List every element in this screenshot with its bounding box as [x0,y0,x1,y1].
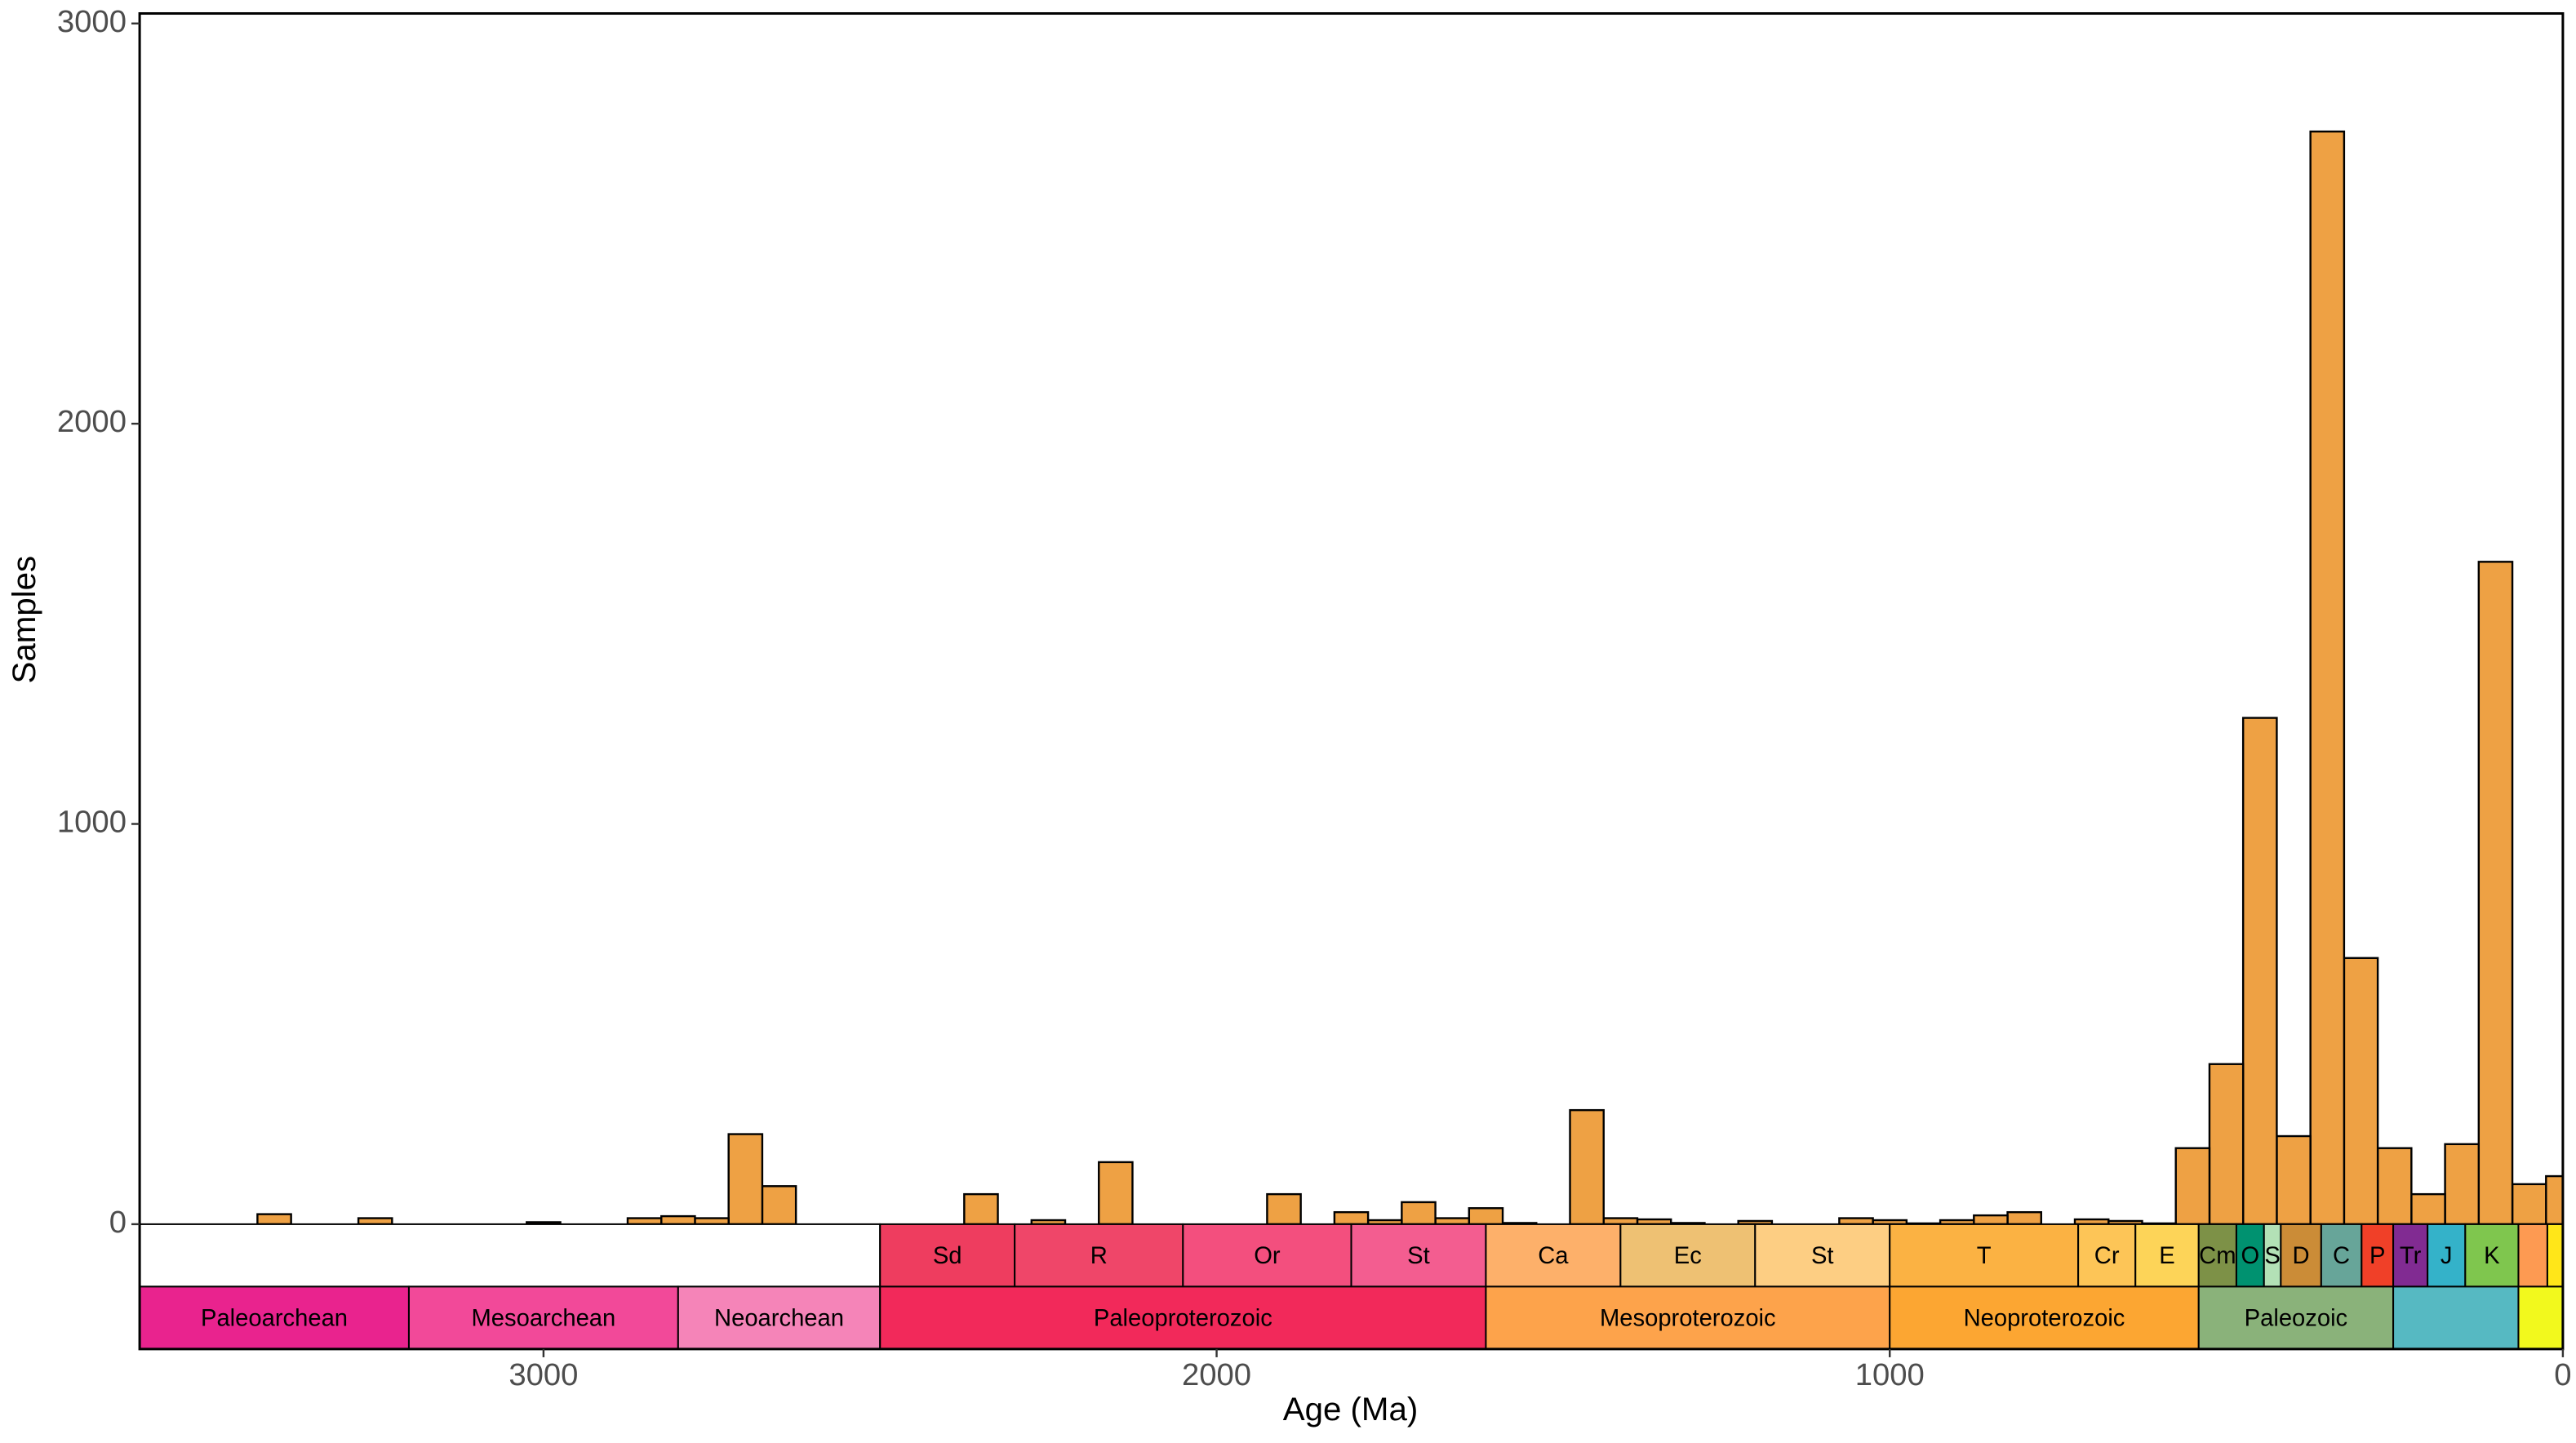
bar [2208,1063,2245,1226]
bar [2444,1143,2481,1226]
bar [2343,957,2379,1226]
timescale-band [2517,1223,2548,1288]
bar [2006,1210,2042,1226]
timescale-band [1889,1285,2200,1349]
timescale-band [1182,1223,1352,1288]
bar [1838,1217,1874,1226]
bar [2276,1134,2312,1226]
timescale-band [2546,1223,2563,1288]
bar [694,1217,730,1226]
timescale-band [2197,1285,2395,1349]
timescale-label: S [2264,1243,2280,1269]
bar [660,1214,696,1226]
timescale-label: Ec [1674,1243,1702,1269]
plot-area: Sd R Or St Ca Ec St T Cr E Cm O S D C P Tr J K Paleoarchean… [140,130,2563,1349]
bar [1973,1214,2009,1226]
y-tick-label: 3000 [57,4,127,39]
timescale-label: St [1811,1243,1834,1269]
bar [1569,1108,1605,1226]
timescale-label: Cm [2199,1243,2236,1269]
bar [1266,1192,1302,1226]
timescale-label: T [1977,1243,1992,1269]
bar [1434,1217,1471,1226]
timescale-label: Neoproterozoic [1964,1305,2125,1331]
timescale-label: Paleoproterozoic [1094,1305,1272,1331]
timescale-band [2197,1223,2237,1288]
timescale-label: P [2369,1243,2385,1269]
timescale-label: Ca [1538,1243,1569,1269]
timescale-label: D [2293,1243,2310,1269]
timescale-band [2392,1223,2429,1288]
timescale-band [2280,1223,2322,1288]
timescale-band [1485,1285,1891,1349]
bar [2477,561,2514,1226]
bar [1468,1207,1504,1226]
timescale-band [407,1285,679,1349]
timescale-band [2320,1223,2363,1288]
timescale-band [1754,1223,1891,1288]
timescale-band [2517,1285,2563,1349]
timescale-band [140,1285,410,1349]
bar [2174,1147,2211,1226]
timescale-band [879,1223,1016,1288]
bar [2376,1147,2413,1226]
timescale-band [2235,1223,2265,1288]
timescale-label: J [2441,1243,2453,1269]
timescale-label: R [1090,1243,1108,1269]
timescale-blank [140,1223,882,1288]
timescale-band [1485,1223,1622,1288]
timescale-label: E [2159,1243,2174,1269]
bar [761,1185,797,1226]
bar [1401,1201,1437,1226]
bar [1602,1217,1639,1226]
timescale-label: Neoarchean [714,1305,844,1331]
bar [357,1217,393,1226]
timescale-label: Or [1254,1243,1281,1269]
bar [2545,1174,2563,1226]
x-tick-label: 1000 [1855,1357,1925,1392]
timescale-band [2077,1223,2137,1288]
timescale-band [2392,1285,2520,1349]
y-tick-label: 2000 [57,404,127,439]
timescale-band [2464,1223,2520,1288]
timescale-label: K [2484,1243,2500,1269]
bar [727,1133,764,1226]
y-tick-label: 0 [109,1205,127,1240]
bar [2511,1183,2547,1226]
x-tick-label: 0 [2554,1357,2571,1392]
x-tick-label: 3000 [509,1357,578,1392]
timescale-band [677,1285,882,1349]
timescale-label: Tr [2400,1243,2422,1269]
bar [626,1217,663,1226]
bar [2241,717,2278,1226]
timescale-label: Mesoproterozoic [1600,1305,1776,1331]
bar [2309,130,2346,1226]
timescale-label: Mesoarchean [472,1305,616,1331]
timescale-label: Paleoarchean [201,1305,348,1331]
timescale-label: St [1407,1243,1430,1269]
timescale-label: Cr [2094,1243,2120,1269]
bar [1333,1210,1370,1226]
bar [256,1213,292,1226]
x-tick-label: 2000 [1182,1357,1251,1392]
bar [1098,1161,1134,1226]
timescale-label: O [2241,1243,2259,1269]
timescale-label: Paleozoic [2245,1305,2347,1331]
timescale-band [879,1285,1487,1349]
bar [963,1192,999,1226]
timescale-label: Sd [933,1243,962,1269]
y-tick-label: 1000 [57,805,127,840]
timescale-label: C [2333,1243,2350,1269]
x-axis-title: Age (Ma) [1283,1391,1419,1427]
y-axis-title: Samples [6,556,42,684]
panel-border [138,11,2565,1351]
bar [2410,1192,2446,1226]
